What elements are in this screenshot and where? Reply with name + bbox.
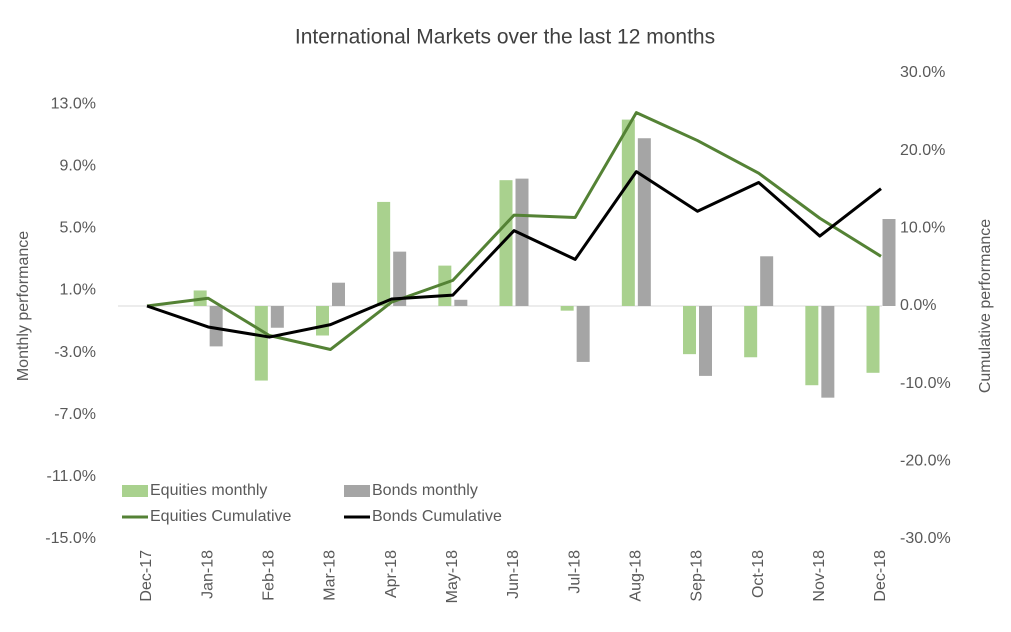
- bar: [683, 306, 696, 355]
- bar: [332, 282, 345, 306]
- bar: [454, 299, 468, 306]
- bar: [393, 251, 407, 306]
- bar: [499, 180, 513, 306]
- y-tick-label: -7.0%: [54, 406, 96, 423]
- chart-title: International Markets over the last 12 m…: [295, 26, 715, 49]
- bar: [377, 201, 391, 306]
- y2-tick-label: -10.0%: [900, 375, 951, 392]
- bar: [270, 306, 284, 328]
- y-tick-label: 5.0%: [60, 220, 96, 237]
- y2-axis-label: Cumulative performance: [977, 219, 994, 393]
- y2-tick-label: 0.0%: [900, 297, 936, 314]
- y-tick-label: -11.0%: [46, 468, 96, 485]
- x-tick-label: Mar-18: [322, 550, 339, 601]
- bar: [805, 306, 819, 386]
- y-tick-label: 1.0%: [60, 282, 96, 299]
- x-tick-label: Jun-18: [505, 550, 522, 599]
- bar: [576, 306, 590, 362]
- x-tick-label: Sep-18: [689, 550, 706, 602]
- x-tick-label: May-18: [444, 550, 461, 603]
- x-tick-label: Jul-18: [566, 550, 583, 594]
- bar: [560, 306, 574, 311]
- bar: [760, 256, 774, 306]
- x-tick-label: Aug-18: [628, 550, 645, 602]
- y-tick-label: -15.0%: [45, 530, 96, 547]
- legend-swatch: [344, 485, 370, 497]
- legend-label: Bonds Cumulative: [372, 508, 502, 525]
- y2-tick-label: 20.0%: [900, 142, 945, 159]
- legend-label: Equities monthly: [150, 482, 267, 499]
- bar: [882, 219, 896, 306]
- bar: [316, 306, 329, 336]
- x-tick-label: Jan-18: [199, 550, 216, 599]
- legend-label: Bonds monthly: [372, 482, 478, 499]
- bar: [744, 306, 758, 358]
- x-tick-label: Nov-18: [811, 550, 828, 602]
- bar: [621, 119, 635, 306]
- bar: [637, 138, 651, 306]
- x-tick-label: Dec-18: [872, 550, 889, 602]
- line: [146, 170, 882, 339]
- legend-label: Equities Cumulative: [150, 508, 292, 525]
- bar: [209, 306, 223, 347]
- y-tick-label: -3.0%: [54, 344, 96, 361]
- bar: [699, 306, 712, 376]
- y2-tick-label: -30.0%: [900, 530, 951, 547]
- bar: [515, 178, 529, 306]
- bar: [866, 306, 880, 373]
- x-tick-label: Feb-18: [261, 550, 278, 601]
- y2-tick-label: -20.0%: [900, 453, 951, 470]
- y2-tick-label: 30.0%: [900, 64, 945, 81]
- bar: [821, 306, 835, 398]
- bar: [254, 306, 268, 381]
- y-tick-label: 13.0%: [51, 95, 96, 112]
- y-axis-label: Monthly performance: [15, 231, 32, 381]
- x-tick-label: Apr-18: [383, 550, 400, 598]
- y2-tick-label: 10.0%: [900, 220, 945, 237]
- y-tick-label: 9.0%: [60, 157, 96, 174]
- line: [146, 111, 882, 351]
- x-tick-label: Dec-17: [138, 550, 155, 602]
- legend-swatch: [122, 485, 148, 497]
- x-tick-label: Oct-18: [750, 550, 767, 598]
